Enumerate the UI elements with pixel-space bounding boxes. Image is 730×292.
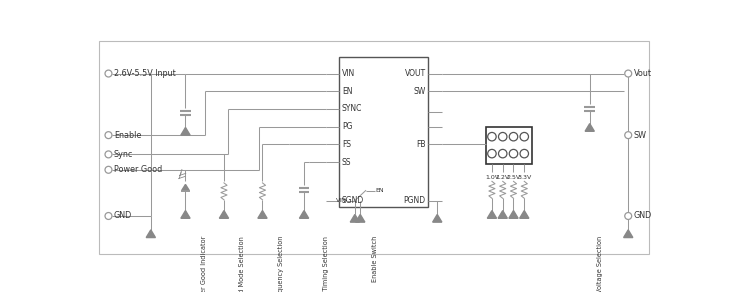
Bar (339, 57, 428, 207)
Text: FS: FS (342, 140, 351, 149)
Text: FB: FB (416, 140, 426, 149)
Circle shape (105, 70, 112, 77)
Bar (210, 154, 245, 238)
Text: VIN: VIN (342, 69, 355, 78)
Bar (287, 154, 329, 238)
Text: Sync: Sync (114, 150, 134, 159)
Polygon shape (146, 230, 155, 238)
Circle shape (510, 133, 518, 141)
Text: Vout: Vout (634, 69, 652, 78)
Text: EN: EN (342, 87, 353, 96)
Circle shape (625, 132, 631, 139)
Bar (249, 154, 284, 238)
Text: EN: EN (376, 188, 384, 193)
Polygon shape (585, 124, 594, 131)
Circle shape (105, 166, 112, 173)
Polygon shape (182, 185, 189, 191)
Polygon shape (488, 211, 496, 218)
Text: PGND: PGND (404, 196, 426, 205)
Circle shape (625, 70, 631, 77)
Polygon shape (498, 211, 507, 218)
Polygon shape (520, 211, 529, 218)
Circle shape (105, 151, 112, 158)
Polygon shape (433, 214, 442, 222)
Circle shape (488, 133, 496, 141)
Polygon shape (623, 230, 633, 238)
Text: SYNC: SYNC (342, 105, 362, 114)
Circle shape (510, 150, 518, 158)
Polygon shape (181, 211, 190, 218)
Text: VIN: VIN (336, 198, 347, 203)
Text: PG: PG (342, 122, 353, 131)
Text: VOUT: VOUT (404, 69, 426, 78)
Text: GND: GND (114, 211, 132, 220)
Text: Switching Frequency Selection: Switching Frequency Selection (278, 236, 284, 292)
Circle shape (488, 150, 496, 158)
Bar (170, 154, 207, 238)
Circle shape (520, 133, 529, 141)
Text: SW: SW (634, 131, 647, 140)
Circle shape (625, 213, 631, 220)
Polygon shape (509, 211, 518, 218)
Polygon shape (258, 211, 267, 218)
Text: Output Voltage Selection: Output Voltage Selection (596, 236, 603, 292)
Polygon shape (356, 214, 365, 222)
Text: GND: GND (634, 211, 652, 220)
Circle shape (499, 133, 507, 141)
Text: Soft Start Timing Selection: Soft Start Timing Selection (323, 236, 329, 292)
Circle shape (499, 150, 507, 158)
Text: 3.3V: 3.3V (517, 175, 531, 180)
Bar (334, 164, 378, 238)
Bar (485, 127, 532, 164)
Text: 1.2V: 1.2V (496, 175, 510, 180)
Text: 2.5V: 2.5V (507, 175, 520, 180)
Polygon shape (299, 211, 309, 218)
Text: Power Good: Power Good (114, 165, 162, 174)
Text: Enable Switch: Enable Switch (372, 236, 378, 282)
Text: Power Good Indicator: Power Good Indicator (201, 236, 207, 292)
Text: Enable: Enable (114, 131, 141, 140)
Text: SW: SW (413, 87, 426, 96)
Polygon shape (219, 211, 228, 218)
Text: 1.0V: 1.0V (485, 175, 499, 180)
Circle shape (520, 150, 529, 158)
Text: 2.6V-5.5V Input: 2.6V-5.5V Input (114, 69, 176, 78)
Text: Light Load Mode Selection: Light Load Mode Selection (239, 236, 245, 292)
Circle shape (105, 132, 112, 139)
Circle shape (105, 213, 112, 220)
Text: SGND: SGND (342, 196, 364, 205)
Bar (441, 120, 603, 238)
Polygon shape (181, 127, 190, 135)
Polygon shape (350, 214, 359, 222)
Text: SS: SS (342, 158, 351, 167)
